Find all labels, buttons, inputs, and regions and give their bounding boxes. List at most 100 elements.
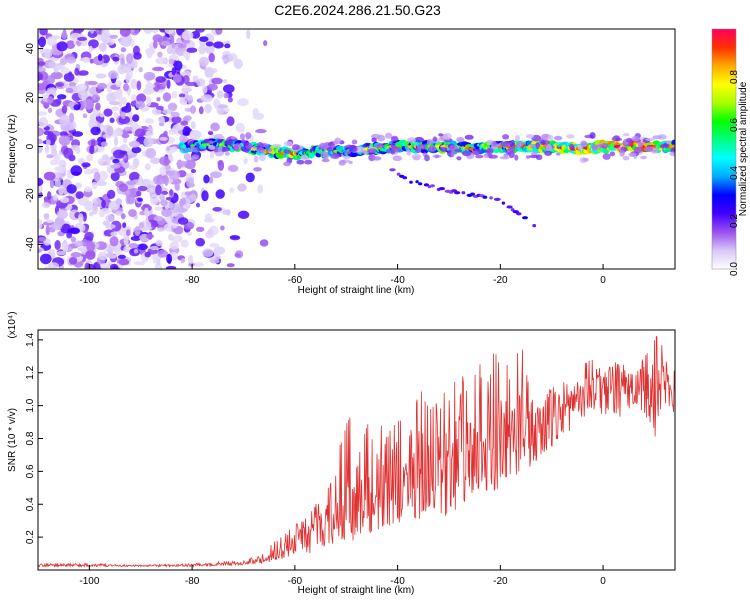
heat-cell [123, 237, 129, 246]
heat-cell [450, 150, 455, 158]
heat-cell [526, 134, 534, 139]
colorbar-ticks: 0.0 0.2 0.4 0.6 0.8 [729, 70, 740, 276]
heat-cell [391, 135, 398, 140]
heat-cell [85, 249, 96, 260]
heat-cell [213, 246, 226, 255]
colorbar-label: Normalized spectral amplitude [738, 81, 749, 216]
heat-cell [58, 135, 71, 146]
heat-cell [74, 67, 80, 76]
heat-cell [438, 133, 444, 137]
heat-cell [660, 144, 669, 149]
heat-cell [171, 116, 182, 124]
heat-cell [68, 257, 78, 265]
heat-cell [235, 122, 245, 133]
heat-cell [304, 159, 313, 165]
heat-cell [345, 150, 352, 155]
heat-cell [227, 96, 233, 103]
heat-cell [90, 29, 95, 34]
snr-y-label: SNR (10 * v/v) [7, 408, 18, 472]
heat-cell [211, 254, 221, 261]
heat-cell [208, 52, 215, 63]
heat-cell [384, 132, 393, 139]
heat-cell [138, 67, 143, 73]
heat-cell [582, 157, 589, 162]
snr-panel: -100 -80 -60 -40 -20 0 0.20.40.60.81.01.21.4 … [7, 311, 676, 596]
heat-cell [84, 231, 94, 241]
heat-cell [51, 222, 63, 231]
heat-cell [226, 263, 235, 268]
heat-cell [237, 98, 249, 107]
heat-cell [98, 42, 107, 52]
heat-cell [169, 189, 174, 196]
heat-cell [47, 131, 54, 139]
heat-cell [38, 177, 44, 187]
heat-cell [132, 157, 140, 168]
heat-cell [155, 105, 164, 110]
heat-cell [41, 202, 51, 209]
heat-cell [493, 197, 501, 201]
heat-cell [418, 182, 423, 186]
heat-cell [43, 213, 50, 220]
heat-cell [38, 145, 43, 154]
heat-cell [367, 148, 378, 154]
heat-cell [127, 150, 132, 156]
heat-cell [183, 115, 192, 121]
heat-cell [415, 148, 422, 154]
heat-cell [202, 248, 214, 257]
heat-cell [230, 136, 236, 140]
heat-cell [95, 102, 101, 111]
heat-cell [126, 106, 132, 113]
snr-x-tick-label: -80 [185, 576, 200, 587]
heat-cell [246, 29, 251, 40]
heat-cell [190, 105, 196, 114]
heat-cell [167, 102, 178, 112]
spectrogram-x-tick-label: -60 [288, 275, 303, 286]
heat-cell [156, 97, 161, 102]
heat-cell [123, 147, 131, 152]
heat-cell [86, 241, 96, 252]
heat-cell [208, 145, 216, 150]
heat-cell [292, 144, 300, 151]
heat-cell [644, 146, 653, 152]
heat-cell [70, 252, 82, 258]
heat-cell [153, 40, 158, 49]
snr-background [38, 330, 675, 570]
heat-cell [569, 143, 574, 150]
heat-cell [132, 114, 140, 122]
heat-cell [56, 251, 66, 256]
heat-cell [619, 150, 625, 157]
heat-cell [245, 132, 252, 140]
heat-cell [59, 131, 69, 137]
heat-cell [522, 216, 528, 220]
heat-cell [164, 29, 175, 35]
heat-cell [77, 36, 88, 41]
heat-cell [38, 73, 44, 80]
heat-cell [178, 93, 186, 98]
heat-cell [56, 65, 66, 70]
heat-cell [126, 53, 133, 64]
heat-cell [199, 36, 209, 42]
heat-cell [211, 77, 223, 85]
heat-cell [372, 156, 382, 161]
heat-cell [177, 43, 187, 49]
heat-cell [222, 209, 231, 215]
spectrogram-y-tick-label: 20 [25, 92, 36, 104]
heat-cell [134, 261, 141, 266]
heat-cell [198, 43, 206, 55]
heat-cell [55, 82, 65, 87]
heat-cell [428, 145, 437, 152]
snr-y-tick-label: 1.0 [25, 398, 36, 412]
heat-cell [127, 111, 133, 118]
heat-cell [136, 80, 142, 91]
heat-cell [46, 219, 54, 224]
heat-cell [90, 139, 96, 148]
heat-cell [338, 159, 346, 166]
spectrogram-x-tick-label: 0 [600, 275, 606, 286]
heat-cell [188, 146, 198, 152]
heat-cell [66, 231, 73, 239]
heat-cell [355, 146, 365, 153]
heat-cell [454, 149, 463, 153]
heat-cell [89, 211, 94, 217]
heat-cell [81, 91, 86, 102]
heat-cell [128, 140, 141, 148]
